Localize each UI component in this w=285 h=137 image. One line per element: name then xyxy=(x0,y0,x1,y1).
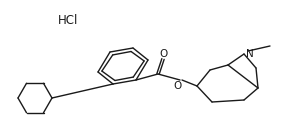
Text: O: O xyxy=(159,49,167,59)
Text: N: N xyxy=(246,49,254,59)
Text: HCl: HCl xyxy=(58,14,78,26)
Text: O: O xyxy=(173,81,181,91)
